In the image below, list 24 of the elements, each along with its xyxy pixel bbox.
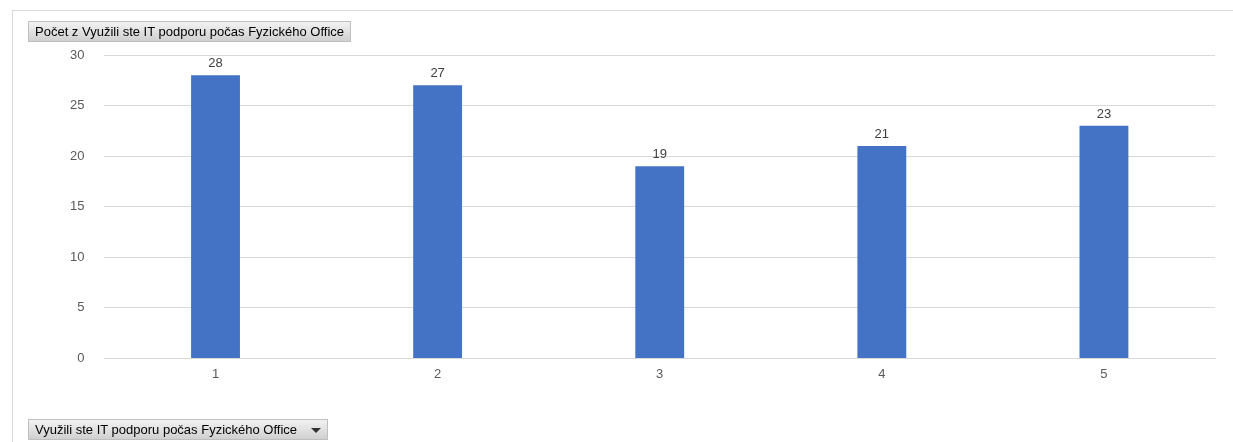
x-tick-label: 4	[878, 365, 886, 381]
x-tick-label: 3	[656, 365, 664, 381]
y-tick-label: 20	[69, 147, 85, 163]
y-tick-label: 25	[69, 97, 85, 113]
y-tick-label: 15	[69, 198, 85, 214]
data-label: 28	[208, 55, 223, 71]
y-tick-label: 0	[77, 349, 85, 365]
y-tick-label: 10	[69, 248, 85, 264]
bar	[191, 75, 240, 358]
data-label: 23	[1096, 105, 1112, 121]
y-tick-label: 30	[69, 46, 85, 62]
data-label: 21	[874, 126, 890, 142]
bar	[635, 166, 685, 358]
chart-title: Počet z Využili ste IT podporu počas Fyzického Office	[28, 21, 352, 42]
bar	[413, 85, 463, 358]
data-label: 27	[430, 65, 445, 81]
x-tick-label: 2	[434, 365, 442, 381]
x-tick-label: 1	[211, 365, 220, 381]
data-label: 19	[652, 146, 667, 162]
x-tick-label: 5	[1100, 365, 1108, 381]
x-axis-title: Využili ste IT podporu počas Fyzického Office	[35, 422, 298, 437]
bar	[1079, 125, 1129, 358]
bar	[857, 146, 907, 358]
y-tick-label: 5	[77, 299, 85, 315]
